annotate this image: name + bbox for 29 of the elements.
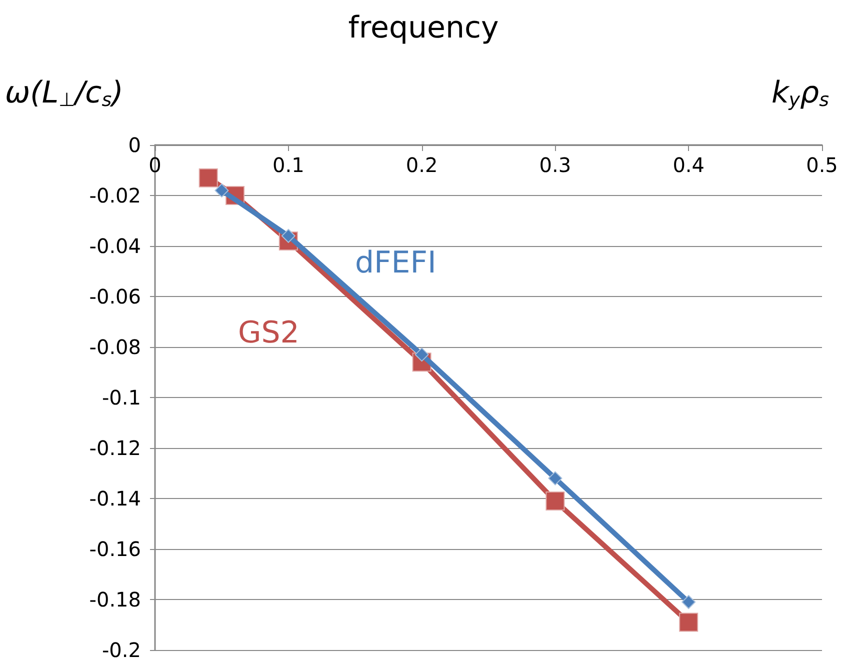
point	[546, 492, 565, 511]
chart-title: frequency	[348, 10, 499, 46]
y-tick-label: -0.14	[89, 486, 141, 510]
y-tick-label: -0.18	[89, 588, 141, 612]
x-axis-title: kyρs	[771, 76, 830, 111]
y-tick-label: -0.04	[89, 234, 141, 258]
series-label: GS2	[238, 316, 300, 350]
x-tick-label: 0.4	[672, 153, 705, 177]
x-tick-label: 0.5	[806, 153, 838, 177]
y-tick-label: -0.06	[89, 284, 141, 308]
x-tick-label: 0.1	[272, 153, 304, 177]
y-tick-label: -0.12	[89, 436, 141, 460]
y-tick-label: -0.16	[89, 537, 141, 561]
point	[548, 471, 562, 486]
point	[214, 183, 229, 198]
y-tick-label: 0	[128, 133, 141, 157]
y-tick-label: -0.08	[89, 335, 141, 359]
x-tick-label: 0.3	[539, 153, 572, 177]
y-tick-label: -0.2	[102, 638, 141, 661]
point	[682, 595, 696, 610]
y-axis-title: ω(L⊥/cs)	[5, 76, 124, 111]
y-tick-label: -0.1	[102, 386, 141, 410]
x-tick-label: 0	[148, 153, 162, 177]
y-tick-label: -0.02	[89, 184, 141, 208]
point	[414, 348, 429, 362]
point	[198, 168, 218, 188]
series-label: dFEFI	[355, 246, 436, 280]
point	[679, 612, 698, 632]
x-tick-label: 0.2	[406, 153, 438, 177]
